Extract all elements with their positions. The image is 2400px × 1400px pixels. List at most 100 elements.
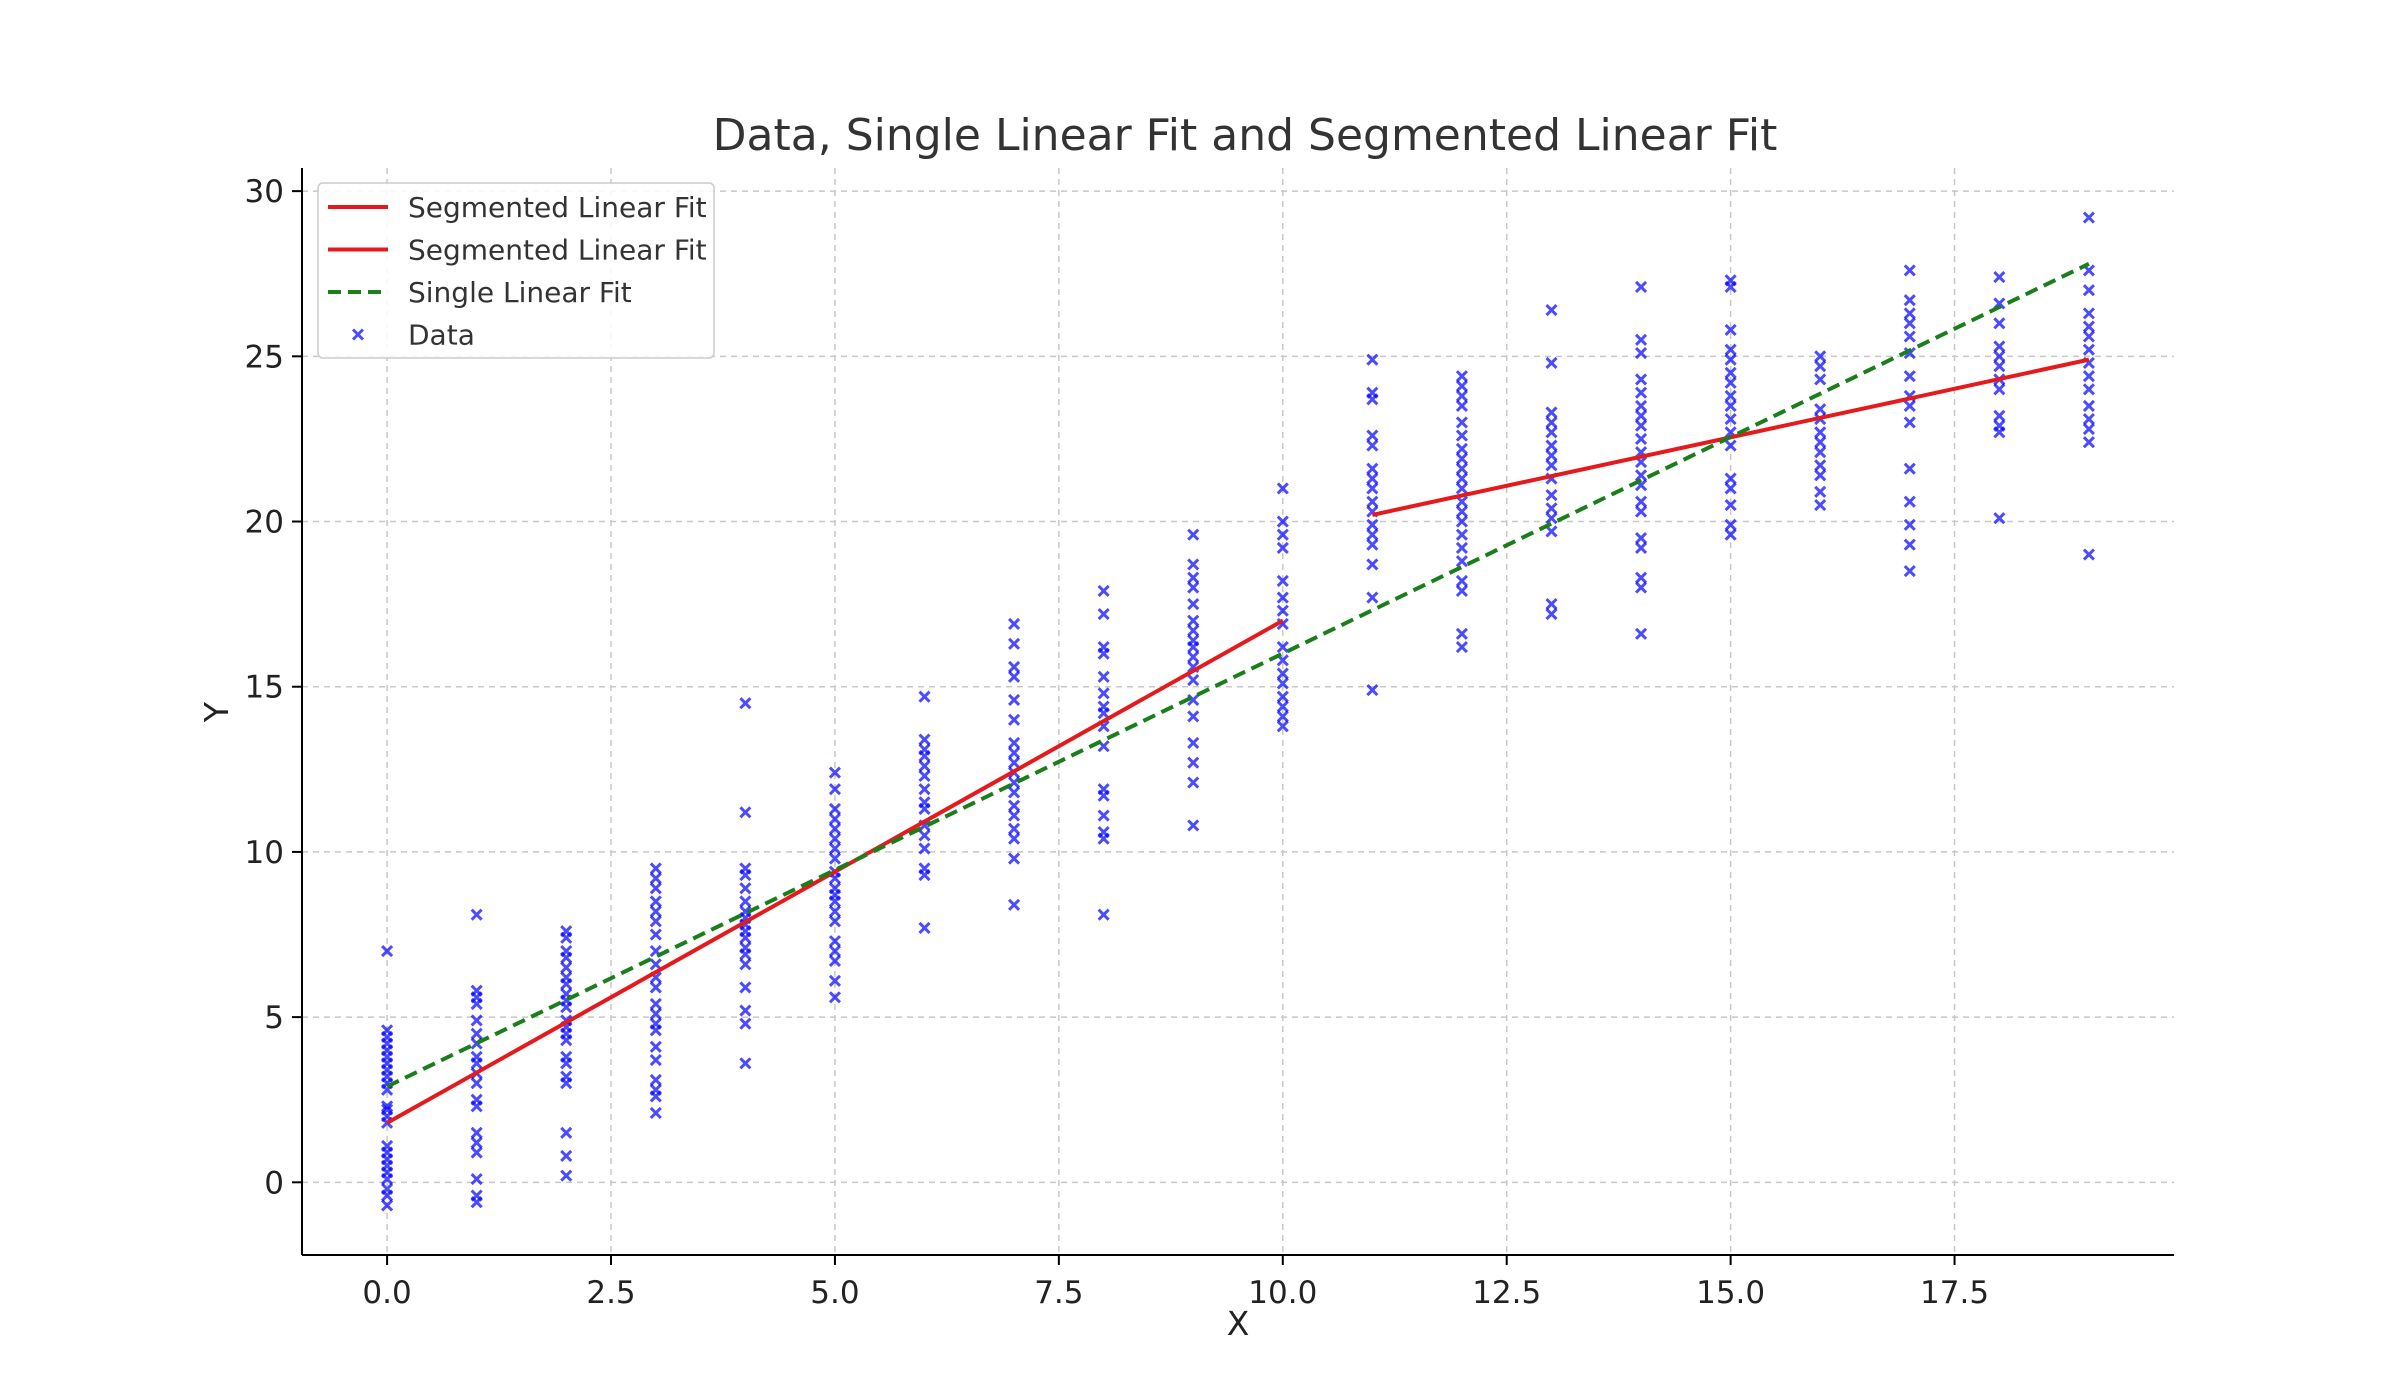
- data-point: [1276, 604, 1289, 617]
- data-point: [2082, 383, 2095, 396]
- x-tick-label: 5.0: [810, 1275, 859, 1311]
- data-point: [649, 958, 662, 971]
- data-point: [2082, 370, 2095, 383]
- data-point: [1634, 581, 1648, 594]
- data-point: [1187, 776, 1200, 789]
- data-point: [1366, 462, 1379, 475]
- data-point: [1545, 416, 1558, 429]
- data-point: [1187, 674, 1200, 687]
- data-point: [1366, 518, 1379, 531]
- x-ticks: 0.0 2.5 5.0 7.5 10.0 12.5 15.0 17.5: [362, 1255, 1989, 1311]
- data-point: [828, 812, 841, 825]
- chart-title: Data, Single Linear Fit and Segmented Li…: [713, 110, 1778, 161]
- data-point: [1724, 413, 1737, 426]
- data-point: [1724, 366, 1737, 379]
- data-point: [1097, 641, 1110, 654]
- data-point: [1993, 419, 2006, 432]
- data-point: [1366, 429, 1379, 442]
- data-point: [1008, 746, 1021, 759]
- data-point: [1366, 495, 1379, 508]
- data-point: [2082, 343, 2095, 356]
- data-point: [1455, 452, 1468, 465]
- data-point: [1634, 399, 1648, 412]
- data-point: [1366, 538, 1379, 551]
- data-point: [1366, 591, 1379, 604]
- data-point: [1634, 409, 1648, 422]
- data-point: [1366, 353, 1379, 366]
- data-point: [560, 971, 573, 984]
- data-point: [1008, 898, 1021, 911]
- data-point: [1455, 505, 1468, 518]
- data-point: [918, 690, 931, 703]
- data-point: [739, 1004, 752, 1017]
- data-point: [1276, 574, 1289, 588]
- data-point: [1366, 558, 1379, 571]
- data-point: [1276, 690, 1289, 703]
- data-point: [560, 1070, 573, 1083]
- data-point: [649, 1007, 662, 1020]
- data-point: [1097, 687, 1110, 700]
- y-tick-label: 25: [245, 339, 284, 375]
- data-point: [1455, 472, 1468, 485]
- data-point: [828, 766, 841, 779]
- data-point: [1993, 317, 2006, 330]
- data-point: [1814, 498, 1827, 512]
- y-tick-label: 10: [245, 835, 284, 871]
- data-point: [1276, 720, 1289, 733]
- data-point: [1187, 710, 1200, 723]
- data-point: [1993, 360, 2006, 373]
- segmented-linear-fit-line: [386, 618, 1284, 1125]
- data-point: [1455, 555, 1468, 568]
- legend-marker: [351, 328, 365, 341]
- data-point: [649, 905, 662, 918]
- data-point: [2082, 422, 2095, 436]
- data-point: [1903, 317, 1916, 330]
- data-point: [1187, 650, 1200, 664]
- data-point: [381, 1199, 394, 1212]
- data-point: [1634, 386, 1648, 399]
- data-point: [2082, 211, 2095, 224]
- legend-label: Data: [408, 319, 475, 352]
- data-point: [1545, 459, 1558, 472]
- data-point: [1455, 429, 1468, 442]
- x-tick-label: 15.0: [1696, 1275, 1765, 1311]
- data-point: [1724, 472, 1737, 485]
- data-point: [1276, 677, 1289, 690]
- data-point: [1545, 525, 1558, 538]
- data-point: [1724, 389, 1737, 403]
- data-point: [918, 783, 931, 796]
- data-point: [1097, 700, 1110, 713]
- data-point: [1545, 426, 1558, 439]
- data-point: [918, 743, 931, 756]
- data-point: [2082, 320, 2095, 333]
- data-point: [1545, 304, 1558, 317]
- y-tick-label: 20: [245, 505, 284, 541]
- data-point: [1724, 353, 1737, 366]
- data-point: [470, 1014, 483, 1027]
- data-point: [828, 974, 841, 987]
- legend-label: Segmented Linear Fit: [408, 234, 707, 267]
- data-point: [470, 1027, 483, 1040]
- y-tick-label: 30: [245, 174, 284, 210]
- data-point: [649, 895, 662, 908]
- data-point: [470, 1050, 483, 1063]
- data-point: [739, 981, 752, 994]
- data-point: [1634, 541, 1648, 555]
- data-point: [560, 1149, 573, 1162]
- data-point: [560, 1126, 573, 1139]
- data-point: [1993, 270, 2006, 284]
- data-point: [1187, 819, 1200, 832]
- data-point: [1187, 756, 1200, 769]
- data-point: [1187, 614, 1200, 627]
- x-tick-label: 7.5: [1034, 1275, 1083, 1311]
- data-point: [828, 905, 841, 918]
- data-point: [1008, 786, 1021, 799]
- data-point: [1634, 373, 1648, 386]
- data-point: [649, 862, 662, 875]
- data-point: [1008, 713, 1021, 726]
- data-point: [1097, 809, 1110, 822]
- data-point: [1724, 482, 1737, 495]
- data-point: [1724, 518, 1737, 531]
- data-point: [1634, 495, 1648, 508]
- data-point: [739, 1017, 752, 1030]
